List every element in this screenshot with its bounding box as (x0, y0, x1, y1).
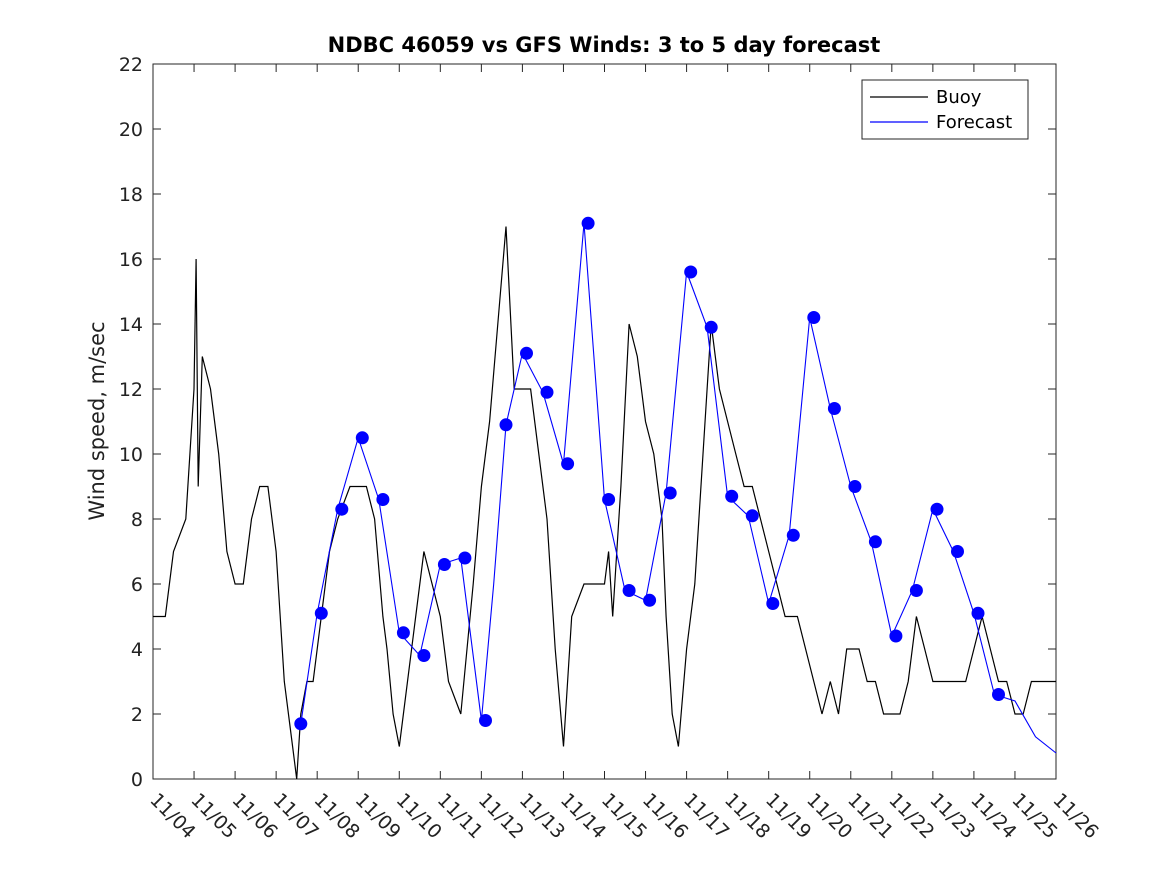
y-tick-label: 22 (119, 54, 143, 76)
forecast-marker (663, 486, 677, 500)
forecast-marker (479, 714, 492, 727)
buoy-line (153, 226, 1056, 780)
y-tick-label: 14 (119, 314, 143, 336)
legend-box (861, 79, 1029, 140)
y-tick-label: 18 (119, 184, 143, 206)
forecast-marker (396, 626, 410, 640)
forecast-marker (355, 431, 369, 445)
y-tick-label: 8 (131, 509, 143, 531)
forecast-marker (314, 606, 328, 620)
forecast-markers (294, 216, 1005, 731)
forecast-marker (602, 493, 616, 506)
legend-forecast-label: Forecast (936, 112, 1012, 133)
forecast-marker (725, 489, 739, 503)
forecast-marker (766, 597, 780, 610)
forecast-marker (889, 629, 903, 643)
y-tick-label: 2 (131, 704, 143, 726)
legend: Buoy Forecast (861, 79, 1029, 140)
forecast-marker (335, 502, 349, 516)
forecast-marker (437, 558, 451, 571)
forecast-marker (992, 688, 1005, 701)
forecast-marker (520, 346, 533, 360)
forecast-marker (376, 493, 390, 506)
forecast-marker (745, 509, 759, 523)
y-tick-label: 10 (119, 444, 143, 466)
y-axis-label: Wind speed, m/sec (85, 321, 109, 520)
y-tick-label: 4 (131, 639, 143, 661)
legend-buoy-label: Buoy (936, 87, 982, 108)
forecast-marker (499, 418, 513, 432)
y-tick-label: 16 (119, 249, 143, 271)
forecast-marker (827, 402, 841, 415)
y-tick-label: 12 (119, 379, 143, 401)
forecast-marker (848, 480, 862, 493)
forecast-marker (622, 584, 636, 597)
forecast-marker (294, 717, 308, 731)
forecast-marker (540, 385, 554, 399)
forecast-marker (561, 457, 575, 471)
plot-area (152, 63, 1057, 780)
forecast-marker (684, 265, 698, 279)
y-tick-label: 20 (119, 119, 143, 141)
forecast-marker (417, 649, 431, 662)
forecast-marker (971, 606, 985, 620)
forecast-marker (581, 216, 595, 230)
y-tick-label: 0 (131, 769, 143, 791)
buoy-series (153, 226, 1056, 780)
forecast-marker (807, 311, 821, 324)
y-tick-label: 6 (131, 574, 143, 596)
forecast-marker (909, 584, 923, 597)
chart-title: NDBC 46059 vs GFS Winds: 3 to 5 day fore… (328, 33, 881, 57)
forecast-marker (868, 535, 882, 549)
forecast-marker (930, 502, 944, 516)
forecast-marker (643, 593, 657, 607)
forecast-marker (951, 545, 964, 558)
forecast-marker (786, 528, 800, 542)
forecast-marker (458, 551, 472, 565)
forecast-marker (704, 320, 718, 334)
